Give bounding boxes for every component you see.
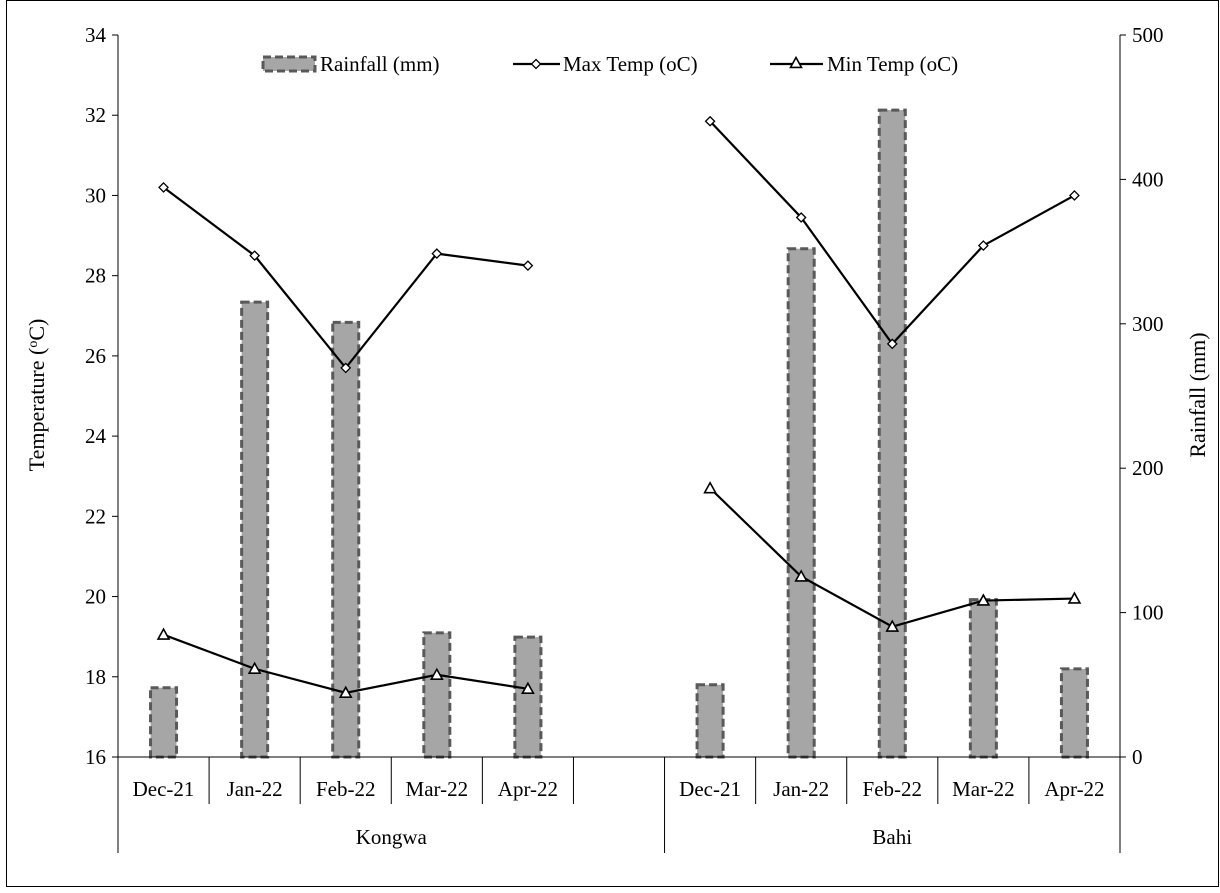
y-right-tick-label: 0 xyxy=(1132,745,1143,769)
y-left-axis-title-sup: o xyxy=(26,341,41,348)
legend-swatch-min-temp-marker xyxy=(789,55,803,69)
bar-kongwa-apr-22 xyxy=(513,635,543,759)
legend-label-rainfall: Rainfall (mm) xyxy=(320,52,440,76)
max-temp-point-kongwa-mar-22 xyxy=(431,248,443,260)
bar-bahi-mar-22 xyxy=(968,598,998,759)
bar-kongwa-dec-21 xyxy=(149,686,179,759)
bar-bahi-jan-22 xyxy=(786,247,816,759)
bar-bahi-feb-22 xyxy=(877,108,907,759)
min-temp-point-bahi-dec-21 xyxy=(703,481,717,494)
y-left-axis-title-end: C) xyxy=(24,319,49,341)
y-left-tick-label: 24 xyxy=(85,424,107,448)
max-temp-point-bahi-dec-21 xyxy=(704,115,716,127)
max-temp-point-bahi-jan-22 xyxy=(795,212,807,223)
y-right-tick-label: 100 xyxy=(1132,601,1164,625)
y-left-axis-title: Temperature (oC) xyxy=(24,319,49,472)
y-left-tick-label: 28 xyxy=(85,264,106,288)
legend-label-min-temp: Min Temp (oC) xyxy=(827,52,958,76)
x-tick-label-bahi-jan-22: Jan-22 xyxy=(773,777,829,801)
x-tick-label-kongwa-jan-22: Jan-22 xyxy=(227,777,283,801)
y-right-axis-title: Rainfall (mm) xyxy=(1185,332,1210,457)
y-left-tick-label: 20 xyxy=(85,585,106,609)
y-right-tick-label: 500 xyxy=(1132,23,1164,47)
x-tick-label-kongwa-mar-22: Mar-22 xyxy=(406,777,469,801)
y-left-tick-label: 22 xyxy=(85,504,106,528)
bar-series xyxy=(149,108,1089,759)
y-left-tick-label: 18 xyxy=(85,665,106,689)
legend: Rainfall (mm) Max Temp (oC) Min Temp (oC) xyxy=(261,52,958,76)
max-temp-point-kongwa-feb-22 xyxy=(340,362,352,374)
min-temp-point-kongwa-dec-21 xyxy=(156,627,171,640)
x-tick-label-kongwa-apr-22: Apr-22 xyxy=(498,777,558,801)
axes: 16 18 20 22 24 26 28 30 32 34 0 100 200 300 400 500 Dec-… xyxy=(85,23,1164,853)
max-temp-point-kongwa-dec-21 xyxy=(158,182,169,193)
max-temp-point-kongwa-apr-22 xyxy=(522,260,534,272)
x-tick-label-kongwa-dec-21: Dec-21 xyxy=(133,777,195,801)
y-left-tick-label: 34 xyxy=(85,23,107,47)
min-temp-point-bahi-jan-22 xyxy=(794,569,809,582)
x-group-label-bahi: Bahi xyxy=(872,825,912,849)
max-temp-point-kongwa-jan-22 xyxy=(249,250,261,262)
y-left-tick-label: 30 xyxy=(85,183,106,207)
x-group-label-kongwa: Kongwa xyxy=(356,825,428,849)
min-temp-point-kongwa-mar-22 xyxy=(429,667,444,680)
min-temp-point-kongwa-feb-22 xyxy=(338,685,353,699)
min-temp-point-bahi-feb-22 xyxy=(885,619,900,632)
x-tick-label-bahi-feb-22: Feb-22 xyxy=(863,777,923,801)
bar-kongwa-mar-22 xyxy=(422,631,452,759)
y-right-tick-label: 200 xyxy=(1132,456,1164,480)
legend-swatch-rainfall xyxy=(261,55,317,73)
y-left-tick-label: 26 xyxy=(85,344,106,368)
y-right-tick-label: 300 xyxy=(1132,312,1164,336)
y-left-tick-label: 16 xyxy=(85,745,106,769)
min-temp-point-bahi-mar-22 xyxy=(976,593,991,606)
min-temp-point-kongwa-apr-22 xyxy=(521,681,535,695)
y-left-axis-title-main: Temperature ( xyxy=(24,348,49,472)
x-tick-label-bahi-apr-22: Apr-22 xyxy=(1044,777,1104,801)
min-temp-point-kongwa-jan-22 xyxy=(247,661,262,674)
x-tick-label-kongwa-feb-22: Feb-22 xyxy=(316,777,376,801)
x-tick-label-bahi-dec-21: Dec-21 xyxy=(679,777,741,801)
bar-kongwa-jan-22 xyxy=(240,300,270,759)
max-temp-point-bahi-mar-22 xyxy=(977,240,989,252)
y-left-tick-label: 32 xyxy=(85,103,106,127)
line-series xyxy=(156,115,1082,699)
y-right-tick-label: 400 xyxy=(1132,167,1164,191)
x-tick-label-bahi-mar-22: Mar-22 xyxy=(952,777,1015,801)
min-temp-point-bahi-apr-22 xyxy=(1067,591,1082,604)
bar-bahi-apr-22 xyxy=(1059,667,1089,759)
max-temp-point-bahi-apr-22 xyxy=(1069,190,1080,201)
max-temp-point-bahi-feb-22 xyxy=(886,338,898,350)
legend-label-max-temp: Max Temp (oC) xyxy=(563,52,698,76)
bar-bahi-dec-21 xyxy=(695,683,725,759)
chart-border xyxy=(6,0,1219,887)
legend-swatch-max-temp-marker xyxy=(530,58,542,70)
